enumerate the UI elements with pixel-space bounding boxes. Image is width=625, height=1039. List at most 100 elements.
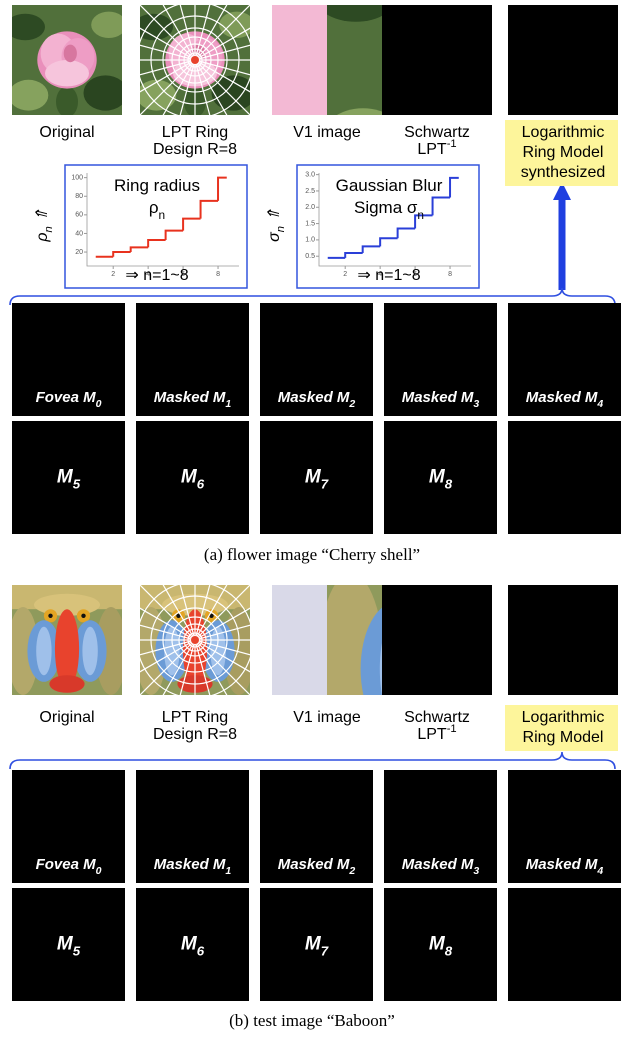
tile-label-sub: 2 [348, 398, 355, 410]
tile-label-part: Masked M [526, 389, 598, 406]
image-label: Original [39, 124, 94, 141]
image-label: V1 image [293, 709, 361, 726]
image-label: LPT-1 [417, 138, 456, 158]
x-tick-label: 8 [448, 271, 452, 278]
tile-label-sub: 4 [596, 865, 603, 877]
image [505, 890, 624, 1000]
tile-label-sub: 1 [225, 865, 231, 877]
tile-label-part: M [181, 467, 198, 488]
center [191, 56, 199, 64]
tile-label-part: M [429, 467, 446, 488]
tile-label-sub: 8 [445, 944, 453, 959]
y-tick-label: 100 [71, 174, 83, 181]
lpt-grid [115, 0, 275, 140]
x-axis-label: ⇒ n=1~8 [357, 267, 420, 284]
tile-label-part: Fovea M [36, 856, 97, 873]
tile-label-sub: 3 [473, 865, 479, 877]
image-label-part: LPT [417, 726, 447, 743]
tile-label-part: Masked M [154, 389, 226, 406]
x-tick-label: 2 [343, 271, 347, 278]
chart-title: Ring radius [114, 176, 200, 195]
figure: OriginalLPT RingDesign R=8V1 imageSchwar… [0, 0, 625, 1039]
image-label: Design R=8 [153, 141, 237, 158]
x-axis-label-part: ⇒ n=1~8 [125, 267, 188, 284]
y-tick-label: 0.5 [305, 253, 315, 260]
y-tick-label: 1.0 [305, 237, 315, 244]
tile-label-sub: 1 [225, 398, 231, 410]
image-label: Logarithmic [522, 124, 605, 141]
y-tick-label: 2.5 [305, 188, 315, 195]
image-label-part: Original [39, 124, 94, 141]
chart-title-part: Gaussian Blur [336, 176, 443, 195]
tile-label-part: Masked M [402, 856, 474, 873]
image-label-part: V1 image [293, 124, 361, 141]
x-tick-label: 2 [111, 271, 115, 278]
tile-label-sub: 5 [73, 477, 81, 492]
image-label: Schwartz [404, 124, 470, 141]
tile-label-part: M [305, 467, 322, 488]
image-label: Design R=8 [153, 726, 237, 743]
image-label-part: LPT [417, 141, 447, 158]
y-tick-label: 3.0 [305, 171, 315, 178]
image [378, 585, 497, 695]
image [504, 585, 623, 695]
image-label-part: Design R=8 [153, 141, 237, 158]
image [8, 585, 127, 695]
y-axis-label: ρn ⇑ [34, 208, 55, 242]
tile-label-sub: 7 [321, 944, 329, 959]
image-label: V1 image [293, 124, 361, 141]
image-label: Ring Model [523, 729, 604, 746]
image [501, 5, 623, 117]
image-label-part: Schwartz [404, 709, 470, 726]
chart-title-sub: n [417, 208, 424, 222]
caption: (b) test image “Baboon” [229, 1011, 395, 1030]
tile-label-part: Masked M [278, 856, 350, 873]
tile-label-sub: 0 [96, 398, 102, 410]
page: { "panels": [ { "top_labels": [ [["Origi… [0, 0, 625, 1039]
image-label-part: Logarithmic [522, 124, 605, 141]
image-label-part: Design R=8 [153, 726, 237, 743]
tile-label-sub: 2 [348, 865, 355, 877]
tile-label-part: Fovea M [36, 389, 97, 406]
tile-label-sub: 3 [473, 398, 479, 410]
tile-label-part: Masked M [526, 856, 598, 873]
image-label: LPT-1 [417, 723, 456, 743]
image-label-part: Logarithmic [522, 709, 605, 726]
image-label-part: Ring Model [523, 729, 604, 746]
image-label-part: Ring Model [523, 144, 604, 161]
image-label: synthesized [521, 164, 606, 181]
image [375, 5, 497, 117]
chart-title: Gaussian Blur [336, 176, 443, 195]
chart-title-part: Ring radius [114, 176, 200, 195]
image-label: LPT Ring [162, 709, 228, 726]
image [5, 5, 127, 117]
tile-label-part: Masked M [402, 389, 474, 406]
tile-label-part: M [181, 934, 198, 955]
tile-label-sub: 5 [73, 944, 81, 959]
image-label-part: synthesized [521, 164, 606, 181]
y-tick-label: 1.5 [305, 220, 315, 227]
chart-title-part: Sigma σ [354, 198, 418, 217]
image-label: LPT Ring [162, 124, 228, 141]
x-tick-label: 8 [216, 271, 220, 278]
y-tick-label: 20 [75, 249, 83, 256]
tile-label-part: Masked M [278, 389, 350, 406]
image-label-part: LPT Ring [162, 124, 228, 141]
tile-label-part: M [57, 934, 74, 955]
tile-label-sub: 8 [445, 477, 453, 492]
chart-title-part: ρ [149, 198, 159, 217]
center [191, 636, 199, 644]
tile-label-sub: 6 [197, 944, 205, 959]
y-tick-label: 80 [75, 193, 83, 200]
y-axis-label-part: ρ [34, 232, 51, 242]
y-tick-label: 40 [75, 230, 83, 237]
image-label-part: Original [39, 709, 94, 726]
tile-label-part: M [57, 467, 74, 488]
tile-label-sub: 7 [321, 477, 329, 492]
x-axis-label: ⇒ n=1~8 [125, 267, 188, 284]
image-label: Ring Model [523, 144, 604, 161]
y-axis-label-part: ⇑ [34, 208, 51, 226]
image-label-part: Schwartz [404, 124, 470, 141]
image-label: Original [39, 709, 94, 726]
tile-label-sub: 0 [96, 865, 102, 877]
